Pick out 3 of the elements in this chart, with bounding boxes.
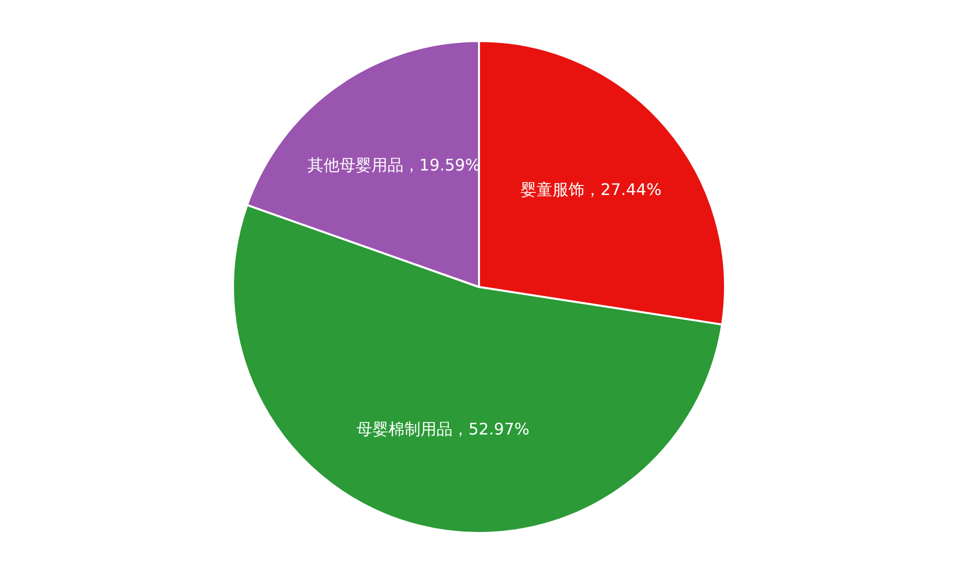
slice-label: 母婴棉制用品，52.97% xyxy=(356,419,530,438)
slice-label: 婴童服饰，27.44% xyxy=(520,180,662,200)
slice-label: 其他母婴用品，19.59% xyxy=(307,156,480,175)
